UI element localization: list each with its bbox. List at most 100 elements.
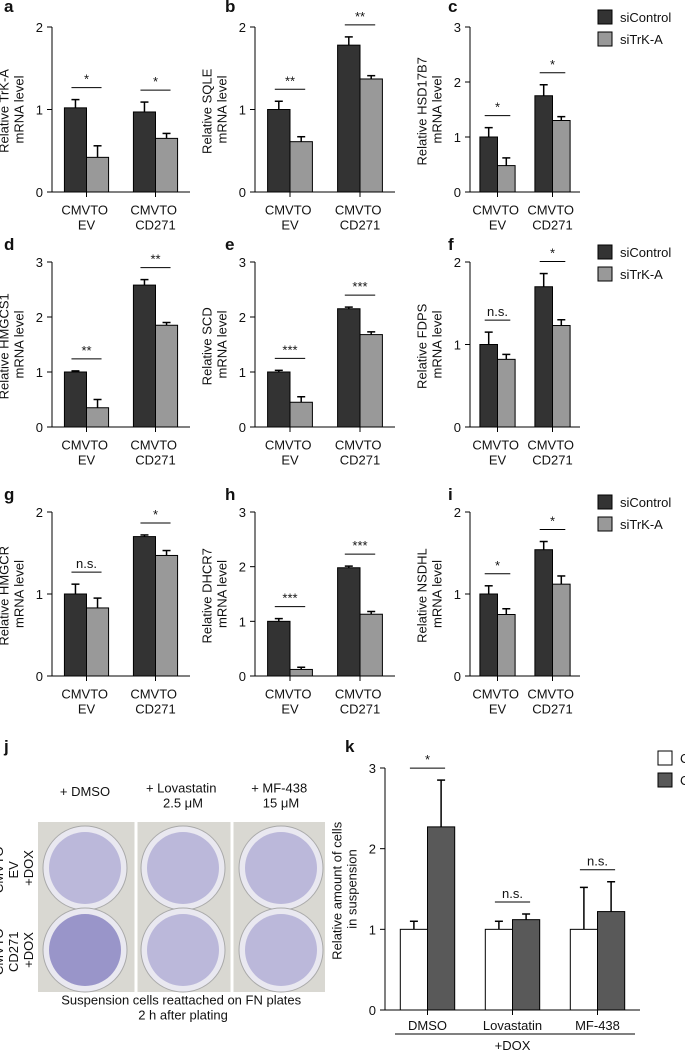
bar (267, 620, 291, 677)
significance-label: * (153, 507, 158, 522)
y-tick-label: 1 (239, 103, 246, 118)
x-tick-label: CMVTO CD271 (527, 438, 577, 468)
y-tick-label: 1 (369, 922, 376, 937)
y-tick-label: 3 (369, 761, 376, 776)
panel-label: a (4, 0, 14, 16)
y-tick-label: 3 (36, 255, 43, 270)
bar (427, 826, 456, 1011)
stain (245, 914, 317, 986)
x-tick-label: CMVTO EV (472, 203, 522, 233)
bar (63, 107, 87, 193)
bar (63, 593, 87, 677)
legend-swatch (597, 31, 613, 47)
stain (147, 832, 219, 904)
y-tick-label: 0 (239, 669, 246, 684)
y-tick-label: 2 (36, 505, 43, 520)
panel-label: f (448, 235, 454, 254)
x-tick-label: CMVTO EV (265, 687, 315, 717)
legend-swatch (597, 9, 613, 25)
y-axis-label: Relative FDPS mRNA level (415, 300, 445, 389)
significance-label: *** (352, 279, 367, 294)
y-axis-label: Relative DHCR7 mRNA level (200, 545, 230, 644)
legend-label: siControl (620, 495, 671, 510)
y-tick-label: 2 (239, 310, 246, 325)
bar (132, 284, 156, 428)
y-axis-label: Relative NSDHL mRNA level (415, 545, 445, 643)
panel-label: d (4, 235, 14, 254)
stain (245, 832, 317, 904)
y-tick-label: 1 (239, 614, 246, 629)
y-tick-label: 1 (239, 365, 246, 380)
y-axis-label: Relative amount of cells in suspension (330, 818, 360, 960)
x-tick-label: CMVTO EV (472, 687, 522, 717)
x-tick-label: CMVTO CD271 (527, 687, 577, 717)
bar (497, 165, 516, 193)
y-tick-label: 2 (36, 310, 43, 325)
bar (552, 325, 571, 428)
significance-label: n.s. (502, 886, 523, 901)
significance-label: * (495, 558, 500, 573)
bar (63, 371, 87, 428)
y-tick-label: 0 (239, 185, 246, 200)
y-tick-label: 1 (36, 587, 43, 602)
x-tick-label: DMSO (408, 1018, 447, 1033)
legend-label: CMVTO EV (680, 751, 685, 766)
bar (155, 137, 179, 193)
panel-label: i (448, 485, 453, 504)
y-tick-label: 2 (454, 255, 461, 270)
bar (86, 156, 110, 193)
panel-label: b (225, 0, 235, 16)
bar (512, 919, 541, 1011)
legend-label: siControl (620, 245, 671, 260)
stain (49, 914, 121, 986)
y-axis-label: Relative HSD17B7 mRNA level (415, 54, 445, 166)
x-tick-label: CMVTO EV (61, 438, 111, 468)
x-axis-label: +DOX (495, 1038, 531, 1052)
significance-label: * (550, 57, 555, 72)
y-tick-label: 1 (454, 130, 461, 145)
x-tick-label: CMVTO CD271 (335, 687, 385, 717)
bar (552, 583, 571, 677)
panel-label: k (345, 737, 355, 756)
bar (497, 358, 516, 428)
legend-label: siTrK-A (620, 517, 663, 532)
y-tick-label: 2 (239, 560, 246, 575)
x-tick-label: Lovastatin (483, 1018, 542, 1033)
x-tick-label: CMVTO CD271 (130, 687, 180, 717)
bar (359, 78, 383, 193)
bar (337, 44, 361, 193)
bar (155, 324, 179, 428)
y-tick-label: 2 (36, 20, 43, 35)
legend-swatch (597, 266, 613, 282)
significance-label: ** (355, 9, 365, 24)
legend-label: siTrK-A (620, 267, 663, 282)
y-tick-label: 0 (369, 1003, 376, 1018)
legend-label: siControl (620, 10, 671, 25)
significance-label: * (550, 514, 555, 529)
significance-label: *** (282, 591, 297, 606)
bar (552, 120, 571, 193)
bar (289, 401, 313, 428)
bar (337, 567, 361, 677)
legend-label: siTrK-A (620, 32, 663, 47)
y-tick-label: 1 (454, 338, 461, 353)
bar (479, 593, 498, 677)
bar (359, 613, 383, 677)
y-tick-label: 2 (454, 75, 461, 90)
bar (497, 614, 516, 677)
significance-label: * (550, 246, 555, 261)
legend-swatch (657, 772, 673, 788)
column-label: + MF-438 15 μM (251, 781, 311, 811)
significance-label: ** (81, 343, 91, 358)
stain (147, 914, 219, 986)
panel-label: j (3, 737, 9, 756)
bar (399, 928, 428, 1011)
legend-swatch (597, 516, 613, 532)
y-tick-label: 0 (454, 669, 461, 684)
bar (534, 95, 554, 193)
y-tick-label: 2 (239, 20, 246, 35)
column-label: + Lovastatin 2.5 μM (146, 781, 220, 811)
panel-label: h (225, 485, 235, 504)
significance-label: n.s. (487, 304, 508, 319)
